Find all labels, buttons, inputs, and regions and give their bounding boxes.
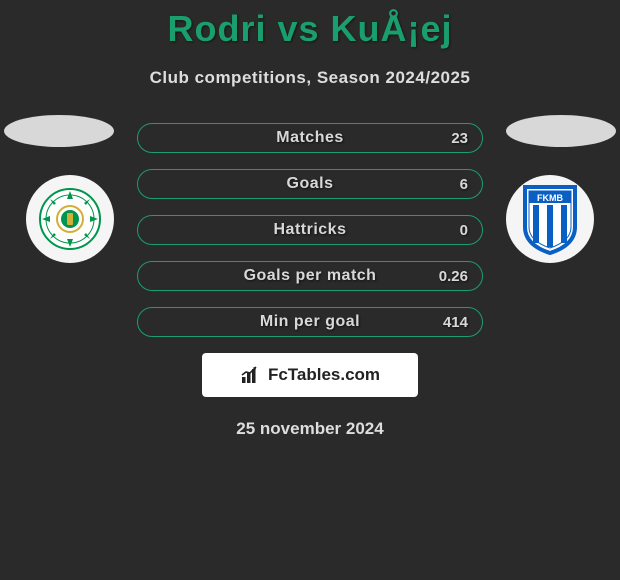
betis-crest-icon (39, 188, 101, 250)
stat-row: Goals 6 (137, 169, 483, 199)
stat-row: Goals per match 0.26 (137, 261, 483, 291)
player-ellipse-left (4, 115, 114, 147)
fkmb-crest-icon: FKMB (521, 183, 579, 255)
stat-row: Min per goal 414 (137, 307, 483, 337)
stat-value: 6 (460, 176, 468, 193)
stat-value: 0.26 (439, 268, 468, 285)
stat-row: Hattricks 0 (137, 215, 483, 245)
stat-value: 23 (451, 130, 468, 147)
club-badge-left (26, 175, 114, 263)
page-title: Rodri vs KuÅ¡ej (0, 0, 620, 50)
stat-label: Matches (276, 129, 344, 147)
chart-icon (240, 364, 262, 386)
svg-text:FKMB: FKMB (537, 193, 563, 203)
stat-row: Matches 23 (137, 123, 483, 153)
club-badge-right: FKMB (506, 175, 594, 263)
stats-list: Matches 23 Goals 6 Hattricks 0 Goals per… (137, 123, 483, 337)
brand-text: FcTables.com (268, 365, 380, 385)
stat-value: 0 (460, 222, 468, 239)
stat-label: Goals (287, 175, 334, 193)
stat-label: Hattricks (274, 221, 347, 239)
player-ellipse-right (506, 115, 616, 147)
stat-label: Goals per match (244, 267, 377, 285)
stat-value: 414 (443, 314, 468, 331)
subtitle: Club competitions, Season 2024/2025 (0, 68, 620, 88)
brand-badge[interactable]: FcTables.com (202, 353, 418, 397)
stat-label: Min per goal (260, 313, 360, 331)
comparison-panel: FKMB Matches 23 Goals 6 Hattricks 0 Goal… (0, 123, 620, 439)
date-label: 25 november 2024 (0, 419, 620, 439)
